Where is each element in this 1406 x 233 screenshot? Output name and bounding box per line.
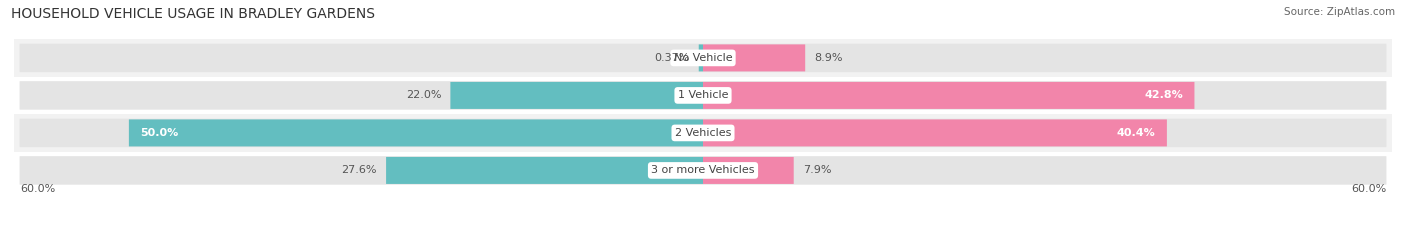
FancyBboxPatch shape (703, 120, 1167, 146)
FancyBboxPatch shape (703, 45, 806, 71)
Text: 3 or more Vehicles: 3 or more Vehicles (651, 165, 755, 175)
FancyBboxPatch shape (20, 81, 1386, 110)
FancyBboxPatch shape (20, 44, 1386, 72)
Text: No Vehicle: No Vehicle (673, 53, 733, 63)
Text: 27.6%: 27.6% (342, 165, 377, 175)
FancyBboxPatch shape (703, 157, 794, 184)
Text: 60.0%: 60.0% (20, 184, 55, 194)
FancyBboxPatch shape (450, 82, 703, 109)
FancyBboxPatch shape (699, 45, 703, 71)
FancyBboxPatch shape (129, 120, 703, 146)
Text: 8.9%: 8.9% (814, 53, 842, 63)
FancyBboxPatch shape (387, 157, 703, 184)
FancyBboxPatch shape (703, 82, 1195, 109)
Text: 7.9%: 7.9% (803, 165, 831, 175)
Text: Source: ZipAtlas.com: Source: ZipAtlas.com (1284, 7, 1395, 17)
Text: 42.8%: 42.8% (1144, 90, 1182, 100)
Text: 60.0%: 60.0% (1351, 184, 1386, 194)
FancyBboxPatch shape (14, 114, 1392, 152)
Text: 22.0%: 22.0% (406, 90, 441, 100)
Text: 2 Vehicles: 2 Vehicles (675, 128, 731, 138)
FancyBboxPatch shape (20, 119, 1386, 147)
Text: 0.37%: 0.37% (654, 53, 689, 63)
Text: 50.0%: 50.0% (141, 128, 179, 138)
FancyBboxPatch shape (14, 39, 1392, 77)
Text: 40.4%: 40.4% (1116, 128, 1156, 138)
Text: 1 Vehicle: 1 Vehicle (678, 90, 728, 100)
FancyBboxPatch shape (20, 156, 1386, 185)
FancyBboxPatch shape (14, 152, 1392, 189)
FancyBboxPatch shape (14, 77, 1392, 114)
Text: HOUSEHOLD VEHICLE USAGE IN BRADLEY GARDENS: HOUSEHOLD VEHICLE USAGE IN BRADLEY GARDE… (11, 7, 375, 21)
